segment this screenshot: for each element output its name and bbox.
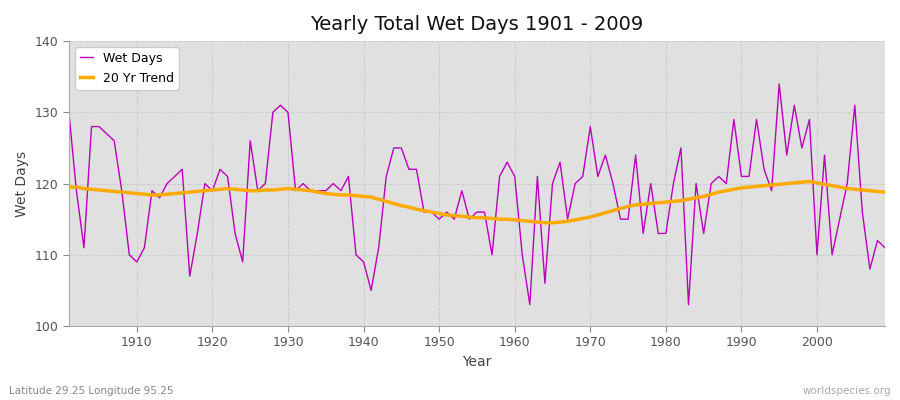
20 Yr Trend bbox=[502, 217, 513, 222]
Wet Days bbox=[774, 82, 785, 86]
X-axis label: Year: Year bbox=[463, 355, 491, 369]
20 Yr Trend bbox=[336, 192, 346, 197]
Text: worldspecies.org: worldspecies.org bbox=[803, 386, 891, 396]
20 Yr Trend bbox=[63, 185, 74, 190]
20 Yr Trend bbox=[290, 187, 301, 192]
20 Yr Trend bbox=[124, 190, 135, 195]
Y-axis label: Wet Days: Wet Days bbox=[15, 150, 29, 217]
Line: Wet Days: Wet Days bbox=[68, 84, 885, 305]
20 Yr Trend bbox=[879, 190, 890, 194]
Wet Days bbox=[124, 252, 135, 257]
Wet Days bbox=[525, 302, 535, 307]
Wet Days bbox=[502, 160, 513, 165]
Wet Days bbox=[336, 188, 346, 193]
20 Yr Trend bbox=[608, 208, 618, 213]
Legend: Wet Days, 20 Yr Trend: Wet Days, 20 Yr Trend bbox=[75, 47, 178, 90]
Wet Days bbox=[509, 174, 520, 179]
20 Yr Trend bbox=[539, 220, 550, 225]
Wet Days bbox=[879, 245, 890, 250]
Text: Latitude 29.25 Longitude 95.25: Latitude 29.25 Longitude 95.25 bbox=[9, 386, 174, 396]
Wet Days bbox=[290, 188, 301, 193]
20 Yr Trend bbox=[509, 218, 520, 222]
Wet Days bbox=[608, 181, 618, 186]
Line: 20 Yr Trend: 20 Yr Trend bbox=[68, 182, 885, 223]
Wet Days bbox=[63, 110, 74, 115]
20 Yr Trend bbox=[804, 179, 814, 184]
Title: Yearly Total Wet Days 1901 - 2009: Yearly Total Wet Days 1901 - 2009 bbox=[310, 15, 644, 34]
